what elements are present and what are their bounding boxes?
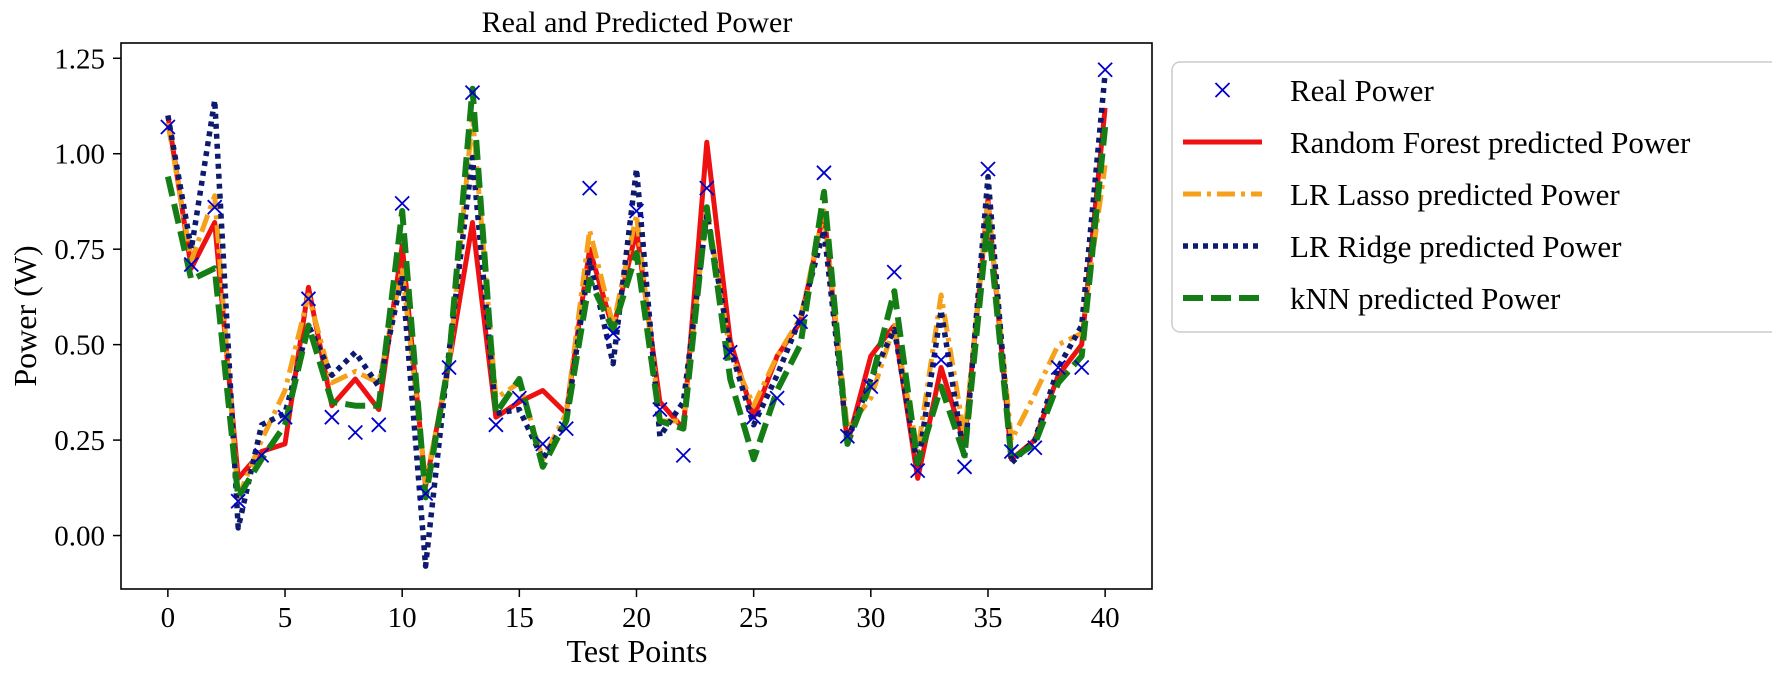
real-power-point bbox=[441, 359, 457, 376]
real-power-point bbox=[230, 493, 246, 509]
real-power-point bbox=[652, 401, 668, 418]
chart-title: Real and Predicted Power bbox=[482, 6, 793, 39]
x-tick-label: 0 bbox=[161, 602, 176, 634]
y-tick-label: 0.00 bbox=[54, 521, 105, 553]
real-power-point bbox=[1003, 443, 1020, 460]
series-line-knn-predicted-power bbox=[164, 85, 1109, 501]
real-power-point bbox=[347, 424, 363, 441]
real-power-point bbox=[464, 85, 481, 101]
real-power-point bbox=[324, 409, 340, 425]
y-tick-label: 1.25 bbox=[54, 43, 105, 75]
real-power-point bbox=[1050, 359, 1066, 376]
real-power-point bbox=[792, 314, 809, 330]
legend-marker-real-power bbox=[1214, 82, 1231, 98]
real-power-point bbox=[1097, 62, 1113, 78]
real-power-point bbox=[371, 417, 387, 433]
x-tick-label: 10 bbox=[388, 602, 417, 634]
x-axis-label: Test Points bbox=[567, 633, 708, 669]
x-tick-label: 5 bbox=[278, 602, 293, 634]
legend-label-knn-predicted-power: kNN predicted Power bbox=[1290, 281, 1561, 316]
real-power-point bbox=[769, 390, 785, 406]
x-tick-label: 15 bbox=[505, 602, 534, 634]
legend-label-lr-lasso-predicted-power: LR Lasso predicted Power bbox=[1290, 177, 1620, 212]
real-power-point bbox=[980, 161, 996, 177]
legend-label-real-power: Real Power bbox=[1290, 73, 1434, 108]
real-power-point bbox=[746, 409, 762, 425]
x-tick-label: 30 bbox=[856, 602, 885, 634]
real-power-point bbox=[183, 256, 199, 273]
legend-label-lr-ridge-predicted-power: LR Ridge predicted Power bbox=[1290, 229, 1622, 264]
real-power-point bbox=[207, 199, 223, 215]
real-power-point bbox=[160, 119, 176, 135]
y-tick-label: 0.75 bbox=[54, 234, 105, 266]
y-axis: 0.00 0.25 0.50 0.75 1.00 1.25 bbox=[54, 43, 121, 553]
real-power-point bbox=[605, 325, 621, 341]
plot-area bbox=[160, 62, 1113, 569]
real-power-point bbox=[910, 462, 926, 479]
x-tick-label: 40 bbox=[1091, 602, 1120, 634]
x-tick-label: 20 bbox=[622, 602, 651, 634]
real-power-point bbox=[581, 180, 598, 196]
legend-label-random-forest-predicted-power: Random Forest predicted Power bbox=[1290, 125, 1691, 160]
real-power-point bbox=[886, 264, 902, 280]
x-tick-label: 25 bbox=[739, 602, 768, 634]
real-power-point bbox=[699, 180, 715, 196]
y-axis-label: Power (W) bbox=[7, 245, 43, 386]
legend: Real Power Random Forest predicted Power L… bbox=[1171, 61, 1772, 333]
real-power-point bbox=[558, 420, 574, 437]
x-axis: 0 5 10 15 20 25 30 35 40 bbox=[161, 589, 1120, 634]
real-power-point bbox=[535, 436, 551, 452]
y-tick-label: 1.00 bbox=[54, 139, 105, 171]
legend-box bbox=[1171, 61, 1772, 333]
real-power-point bbox=[956, 459, 973, 475]
real-power-point bbox=[839, 428, 856, 444]
real-power-point bbox=[488, 417, 504, 433]
x-tick-label: 35 bbox=[973, 602, 1002, 634]
real-power-point bbox=[1074, 359, 1090, 376]
real-power-point bbox=[1027, 440, 1043, 456]
real-power-point bbox=[417, 485, 434, 502]
real-power-point bbox=[394, 195, 410, 212]
y-tick-label: 0.25 bbox=[54, 425, 105, 457]
y-tick-label: 0.50 bbox=[54, 330, 105, 362]
real-power-point bbox=[300, 291, 317, 307]
real-power-point bbox=[816, 165, 832, 181]
series-line-lr-ridge-predicted-power bbox=[165, 73, 1108, 569]
real-power-point bbox=[277, 409, 293, 425]
real-power-point bbox=[722, 344, 738, 360]
real-power-point bbox=[511, 390, 527, 406]
real-power-point bbox=[628, 203, 645, 219]
real-power-point bbox=[253, 447, 270, 464]
real-power-point bbox=[933, 352, 949, 368]
series-line-lr-lasso-predicted-power bbox=[165, 113, 1108, 500]
real-power-point bbox=[863, 378, 879, 395]
real-power-point bbox=[675, 447, 692, 464]
